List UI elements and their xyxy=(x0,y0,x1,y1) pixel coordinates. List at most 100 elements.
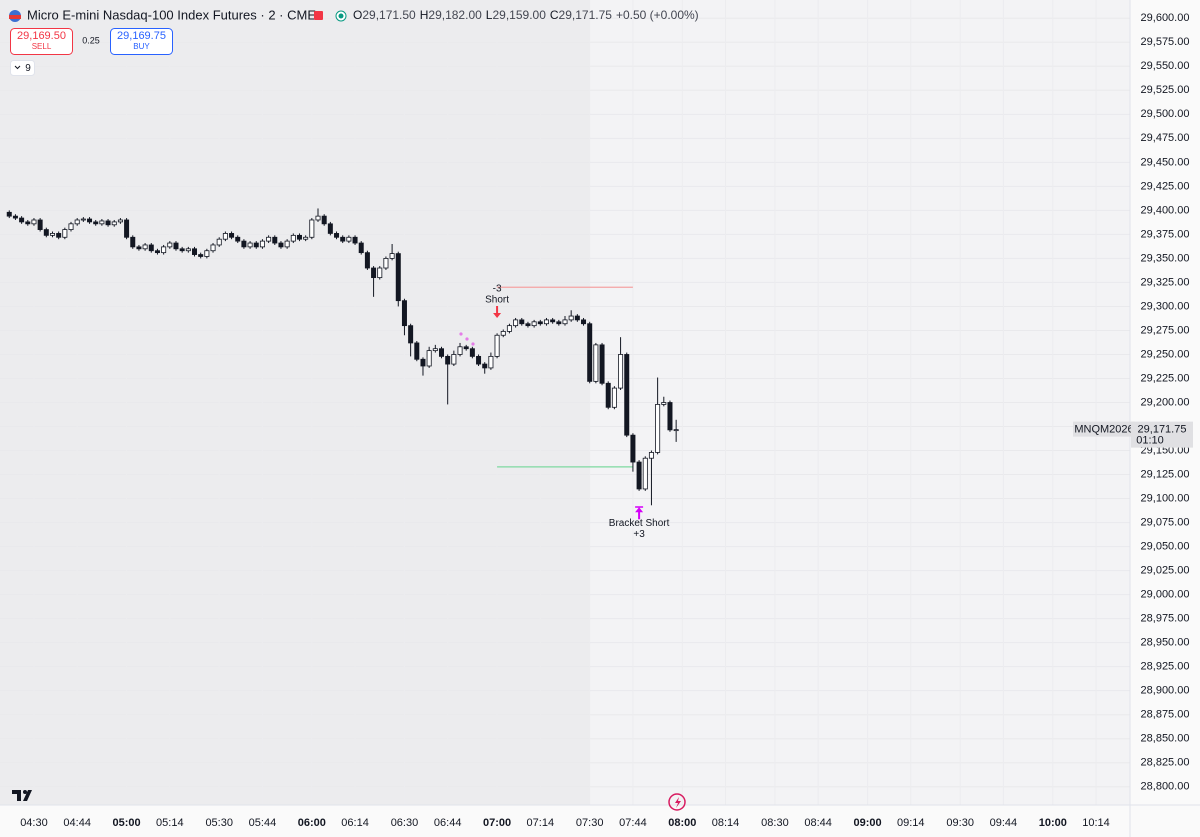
candle-body xyxy=(401,300,407,327)
candle-body xyxy=(543,319,549,325)
x-tick-label: 08:14 xyxy=(712,817,740,829)
candle-body xyxy=(358,242,364,254)
candle-body xyxy=(513,319,519,327)
sell-price: 29,169.50 xyxy=(17,30,66,42)
candle-body xyxy=(198,254,204,257)
candle-body xyxy=(488,355,494,369)
buy-price: 29,169.75 xyxy=(117,30,166,42)
candle-body xyxy=(321,215,327,225)
candle-body xyxy=(469,348,475,357)
tv-logo[interactable] xyxy=(12,790,32,801)
y-tick-label: 28,950.00 xyxy=(1141,637,1190,649)
candle-body xyxy=(581,319,587,325)
y-tick-label: 28,825.00 xyxy=(1141,757,1190,769)
symbol-label-box xyxy=(1073,421,1135,437)
chart-title: Micro E-mini Nasdaq-100 Index Futures · … xyxy=(27,7,316,22)
candle-body xyxy=(587,323,593,382)
candle-body xyxy=(661,402,667,405)
events-icon[interactable] xyxy=(668,793,686,811)
candle-body xyxy=(630,434,636,463)
alert-icon[interactable] xyxy=(314,11,323,20)
trade-panel: 29,169.50 SELL 0.25 29,169.75 BUY 9 xyxy=(10,28,173,76)
candle-body xyxy=(655,404,661,453)
indicator-toggle[interactable] xyxy=(10,60,35,76)
candle-body xyxy=(340,236,346,242)
candle-body xyxy=(408,325,414,344)
candle-body xyxy=(222,233,228,240)
candle-body xyxy=(303,236,309,240)
sell-label: SELL xyxy=(32,42,52,51)
sell-button[interactable] xyxy=(10,28,73,55)
candle-body xyxy=(624,354,630,436)
candle-body xyxy=(19,217,25,223)
candle-body xyxy=(12,215,18,219)
trade-label: Short xyxy=(485,295,509,306)
candle-body xyxy=(550,319,556,323)
x-tick-label: 05:00 xyxy=(113,817,141,829)
candle-body xyxy=(309,219,315,238)
y-tick-label: 28,850.00 xyxy=(1141,733,1190,745)
candle-body xyxy=(648,452,654,459)
ohlc-key: C xyxy=(550,8,559,22)
candle-body xyxy=(179,248,185,252)
signal-dot xyxy=(471,342,475,346)
ohlc-value: 29,159.00 xyxy=(492,8,546,22)
y-tick-label: 29,450.00 xyxy=(1141,156,1190,168)
y-tick-label: 29,300.00 xyxy=(1141,300,1190,312)
ohlc-value: 29,171.75 xyxy=(559,8,613,22)
candle-body xyxy=(117,219,123,223)
y-tick-label: 29,575.00 xyxy=(1141,36,1190,48)
x-tick-label: 09:30 xyxy=(946,817,974,829)
candle-body xyxy=(451,354,457,365)
candle-body xyxy=(68,223,74,230)
x-tick-label: 06:44 xyxy=(434,817,462,829)
candle-body xyxy=(148,244,154,252)
last-price-label: 29,171.75 xyxy=(1138,424,1187,436)
y-tick-label: 29,600.00 xyxy=(1141,12,1190,24)
y-tick-label: 29,100.00 xyxy=(1141,492,1190,504)
candle-body xyxy=(334,233,340,238)
symbol-label: MNQM2026 xyxy=(1074,424,1133,436)
candle-body xyxy=(74,219,80,225)
y-tick-label: 28,925.00 xyxy=(1141,661,1190,673)
candle-body xyxy=(364,252,370,269)
candle-body xyxy=(476,355,482,365)
candle-body xyxy=(605,382,611,408)
y-tick-label: 29,425.00 xyxy=(1141,180,1190,192)
y-tick-label: 28,900.00 xyxy=(1141,685,1190,697)
candle-body xyxy=(296,234,302,240)
x-tick-label: 06:30 xyxy=(391,817,419,829)
x-tick-label: 06:14 xyxy=(341,817,369,829)
candle-body xyxy=(371,267,377,279)
candle-body xyxy=(278,242,284,248)
ohlc-key: H xyxy=(420,8,429,22)
y-tick-label: 29,125.00 xyxy=(1141,468,1190,480)
candle-body xyxy=(395,253,401,302)
x-tick-label: 08:44 xyxy=(804,817,832,829)
x-tick-label: 07:00 xyxy=(483,817,511,829)
y-tick-label: 29,500.00 xyxy=(1141,108,1190,120)
candle-body xyxy=(432,348,438,352)
ohlc-change: +0.50 (+0.00%) xyxy=(616,8,699,22)
candle-body xyxy=(216,238,222,246)
candle-body xyxy=(506,325,512,332)
price-axis-background xyxy=(1130,0,1200,837)
candle-body xyxy=(49,233,55,236)
flag-stripe xyxy=(9,15,21,19)
candle-body xyxy=(383,258,389,269)
x-tick-label: 05:44 xyxy=(249,817,277,829)
time-axis-background xyxy=(0,805,1200,837)
spread: 0.25 xyxy=(82,35,100,45)
candle-body xyxy=(87,218,93,223)
candle-body xyxy=(673,429,679,432)
y-tick-label: 29,525.00 xyxy=(1141,84,1190,96)
buy-button[interactable] xyxy=(110,28,173,55)
candle-body xyxy=(667,402,673,431)
y-tick-label: 28,975.00 xyxy=(1141,613,1190,625)
x-tick-label: 09:00 xyxy=(853,817,881,829)
candle-body xyxy=(642,457,648,490)
candle-body xyxy=(352,236,358,244)
status-dot-inner xyxy=(338,13,344,19)
y-tick-label: 29,200.00 xyxy=(1141,396,1190,408)
candle-body xyxy=(31,219,37,225)
